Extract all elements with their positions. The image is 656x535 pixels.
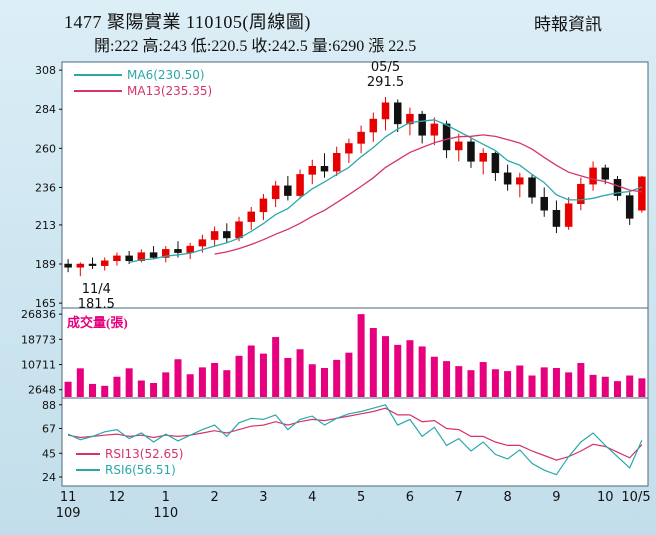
ma-legend: MA6(230.50) MA13(235.35) [74,67,212,99]
ma13-legend-label: MA13(235.35) [127,84,213,98]
rsi-legend: RSI13(52.65) RSI6(56.51) [76,446,183,478]
svg-text:165: 165 [35,297,56,310]
svg-text:236: 236 [35,181,56,194]
svg-text:11: 11 [60,490,77,505]
source-label: 時報資訊 [534,15,602,34]
ma6-legend-label: MA6(230.50) [127,68,205,82]
low-price-label: 181.5 [77,297,115,312]
peak-date-label: 05/5 [370,60,401,75]
svg-text:284: 284 [35,103,56,116]
svg-text:260: 260 [35,142,56,155]
svg-text:10711: 10711 [21,359,56,372]
svg-text:2648: 2648 [28,384,56,397]
svg-text:10: 10 [597,490,614,505]
rsi6-legend-label: RSI6(56.51) [105,463,176,477]
svg-text:7: 7 [455,490,463,505]
rsi-lines [67,404,643,476]
svg-text:109: 109 [56,506,81,521]
svg-text:9: 9 [552,490,560,505]
svg-text:67: 67 [42,422,56,435]
svg-text:3: 3 [259,490,267,505]
volume-bars [64,314,646,397]
svg-text:1: 1 [162,490,170,505]
svg-text:26836: 26836 [21,308,56,321]
rsi6-line-swatch [76,469,100,471]
volume-legend-label: 成交量(張) [67,315,128,330]
svg-text:2: 2 [210,490,218,505]
ma6-line-swatch [74,74,122,76]
rsi13-legend-row: RSI13(52.65) [76,446,183,462]
svg-text:5: 5 [357,490,365,505]
svg-text:4: 4 [308,490,316,505]
ma13-legend-row: MA13(235.35) [74,83,212,99]
ohlc-info: 開:222 高:243 低:220.5 收:242.5 量:6290 漲 22.… [94,38,417,55]
svg-text:6: 6 [406,490,414,505]
svg-text:110: 110 [153,506,178,521]
page-title: 1477 聚陽實業 110105(周線圖) [64,12,311,32]
svg-text:213: 213 [35,219,56,232]
ma-lines [128,119,643,264]
svg-text:8: 8 [503,490,511,505]
svg-text:24: 24 [42,471,56,484]
rsi13-legend-label: RSI13(52.65) [105,447,184,461]
candles-layer [64,97,646,277]
low-date-label: 11/4 [81,282,111,297]
peak-price-label: 291.5 [366,75,405,90]
svg-text:10/5: 10/5 [621,490,650,505]
svg-text:45: 45 [42,447,56,460]
svg-text:189: 189 [35,258,56,271]
svg-text:12: 12 [109,490,126,505]
ma6-legend-row: MA6(230.50) [74,67,212,83]
low-annotation: 11/4 181.5 [78,282,115,312]
panels-layer [61,61,649,487]
svg-text:88: 88 [42,399,56,412]
peak-annotation: 05/5 291.5 [367,60,404,90]
rsi13-line-swatch [76,453,100,455]
svg-text:308: 308 [35,64,56,77]
svg-text:18773: 18773 [21,333,56,346]
rsi6-legend-row: RSI6(56.51) [76,462,183,478]
ma13-line-swatch [74,90,122,92]
